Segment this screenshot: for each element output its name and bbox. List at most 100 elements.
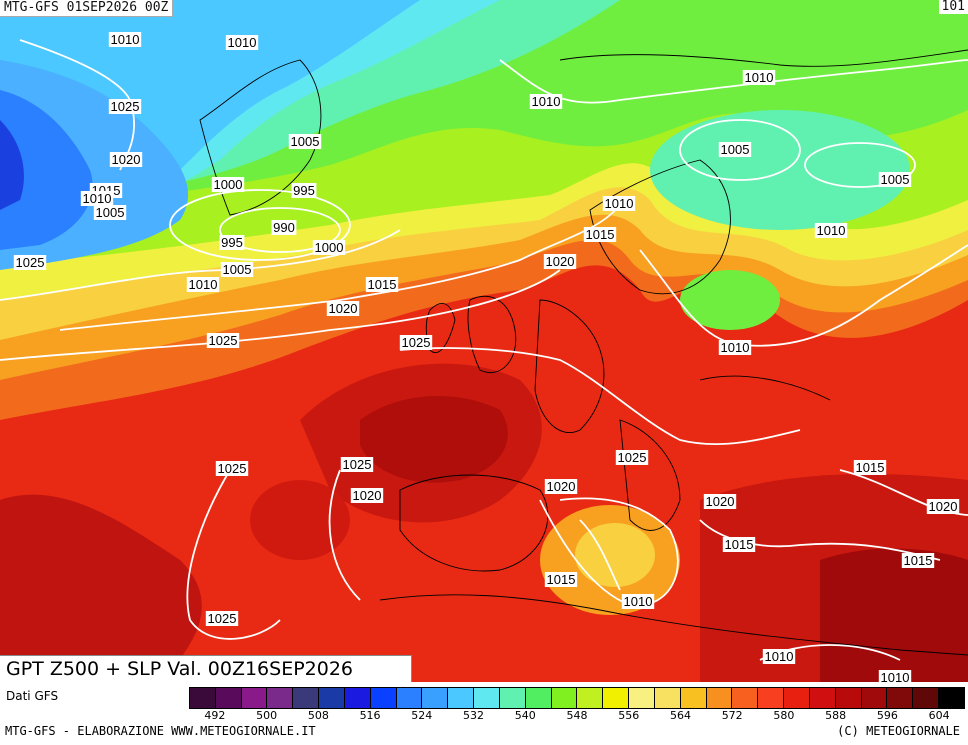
color-swatch xyxy=(319,688,345,708)
color-swatch xyxy=(525,688,552,708)
color-scale-tick: 588 xyxy=(825,709,847,722)
color-scale-ticks: 492 500 508 516 524 532 540 548 556 564 572 580 588 5… xyxy=(189,709,965,723)
color-swatch xyxy=(577,688,604,708)
corner-label: 101 xyxy=(938,0,968,14)
svg-text:1010: 1010 xyxy=(765,649,794,664)
color-scale-tick: 540 xyxy=(514,709,536,722)
color-scale-tick: 572 xyxy=(721,709,743,722)
color-swatch xyxy=(680,688,707,708)
color-scale-tick: 548 xyxy=(566,709,588,722)
isobar-label: 1005 xyxy=(288,134,322,149)
data-source: Dati GFS xyxy=(6,689,59,703)
svg-text:1010: 1010 xyxy=(624,594,653,609)
svg-text:1025: 1025 xyxy=(343,457,372,472)
svg-text:995: 995 xyxy=(293,183,315,198)
isobar-label: 1005 xyxy=(93,205,127,220)
isobar-label: 1020 xyxy=(350,488,384,503)
color-swatch xyxy=(706,688,733,708)
svg-text:1010: 1010 xyxy=(111,32,140,47)
color-scale-tick: 556 xyxy=(618,709,640,722)
svg-text:1000: 1000 xyxy=(315,240,344,255)
isobar-label: 1010 xyxy=(225,35,259,50)
map-title: GPT Z500 + SLP Val. 00Z16SEP2026 xyxy=(0,655,412,682)
svg-text:990: 990 xyxy=(273,220,295,235)
svg-text:1015: 1015 xyxy=(725,537,754,552)
color-swatch xyxy=(370,688,397,708)
isobar-label: 1010 xyxy=(80,191,114,206)
svg-text:1020: 1020 xyxy=(706,494,735,509)
color-scale-tick: 596 xyxy=(876,709,898,722)
color-swatch xyxy=(344,688,371,708)
color-scale-bar xyxy=(189,687,965,709)
isobar-label: 1010 xyxy=(742,70,776,85)
color-swatch xyxy=(758,688,785,708)
svg-text:1025: 1025 xyxy=(402,335,431,350)
isobar-label: 1025 xyxy=(615,450,649,465)
isobar-label: 1005 xyxy=(220,262,254,277)
isobar-label: 995 xyxy=(219,235,245,250)
svg-text:1010: 1010 xyxy=(605,196,634,211)
color-scale-tick: 564 xyxy=(669,709,691,722)
svg-text:1010: 1010 xyxy=(745,70,774,85)
color-scale-tick: 524 xyxy=(411,709,433,722)
isobar-label: 1015 xyxy=(365,277,399,292)
svg-text:1010: 1010 xyxy=(189,277,218,292)
color-scale-tick: 508 xyxy=(307,709,329,722)
svg-text:1010: 1010 xyxy=(881,670,910,682)
svg-text:1020: 1020 xyxy=(329,301,358,316)
isobar-label: 1010 xyxy=(814,223,848,238)
isobar-label: 1020 xyxy=(544,479,578,494)
isobar-label: 1015 xyxy=(722,537,756,552)
color-swatch xyxy=(448,688,475,708)
isobars xyxy=(0,39,968,661)
color-swatch xyxy=(215,688,242,708)
color-swatch xyxy=(190,688,216,708)
color-swatch xyxy=(939,688,964,708)
svg-text:1025: 1025 xyxy=(618,450,647,465)
isobar-label: 1000 xyxy=(312,240,346,255)
svg-text:1010: 1010 xyxy=(817,223,846,238)
isobar-label: 1010 xyxy=(529,94,563,109)
color-swatch xyxy=(861,688,888,708)
isobar-label: 1025 xyxy=(206,333,240,348)
svg-text:1010: 1010 xyxy=(721,340,750,355)
isobar-label: 1025 xyxy=(215,461,249,476)
color-swatch xyxy=(629,688,655,708)
isobar-label: 1000 xyxy=(211,177,245,192)
isobar-label: 1020 xyxy=(703,494,737,509)
svg-text:1005: 1005 xyxy=(881,172,910,187)
color-scale-tick: 532 xyxy=(463,709,485,722)
color-swatch xyxy=(732,688,759,708)
color-swatch xyxy=(887,688,914,708)
color-swatch xyxy=(422,688,449,708)
isobar-label: 1010 xyxy=(621,594,655,609)
color-scale-tick: 516 xyxy=(359,709,381,722)
isobar-label: 1010 xyxy=(108,32,142,47)
svg-text:1005: 1005 xyxy=(291,134,320,149)
color-swatch xyxy=(499,688,526,708)
color-swatch xyxy=(396,688,423,708)
isobar-label: 1025 xyxy=(13,255,47,270)
run-header: MTG-GFS 01SEP2026 00Z xyxy=(0,0,174,17)
svg-text:1020: 1020 xyxy=(353,488,382,503)
color-swatch xyxy=(241,688,268,708)
isobar-label: 1005 xyxy=(878,172,912,187)
svg-text:1015: 1015 xyxy=(547,572,576,587)
isobar-label: 1025 xyxy=(205,611,239,626)
color-swatch xyxy=(293,688,320,708)
color-swatch xyxy=(809,688,836,708)
svg-text:1010: 1010 xyxy=(228,35,257,50)
color-swatch xyxy=(835,688,862,708)
color-swatch xyxy=(784,688,810,708)
isobar-label: 1025 xyxy=(399,335,433,350)
svg-text:1025: 1025 xyxy=(209,333,238,348)
isobar-label: 1010 xyxy=(878,670,912,682)
geopotential-fill xyxy=(0,0,968,682)
coastlines xyxy=(199,49,968,656)
color-swatch xyxy=(654,688,681,708)
isobar-label: 1025 xyxy=(108,99,142,114)
svg-text:1020: 1020 xyxy=(929,499,958,514)
color-scale-tick: 492 xyxy=(204,709,226,722)
svg-text:1015: 1015 xyxy=(586,227,615,242)
